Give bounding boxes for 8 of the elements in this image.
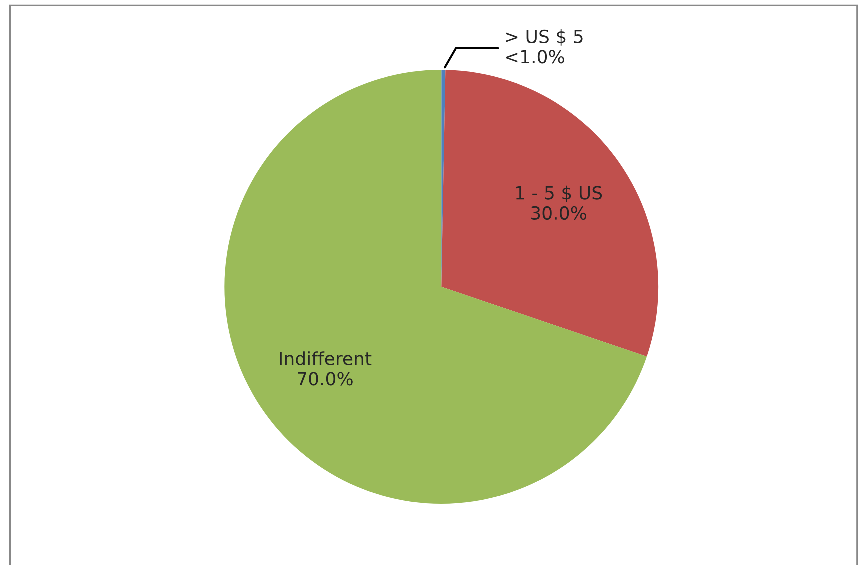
data-label: 70.0% <box>298 372 353 386</box>
slice-label: Indifferent <box>280 352 372 366</box>
slice-label: > US $ 5 <box>506 30 583 46</box>
data-label: 30.0% <box>531 206 586 220</box>
slice-label: 1 - 5 $ US <box>516 186 602 202</box>
data-label: <1.0% <box>506 50 564 64</box>
pie-slice <box>442 70 659 357</box>
pie-slice <box>224 70 648 504</box>
